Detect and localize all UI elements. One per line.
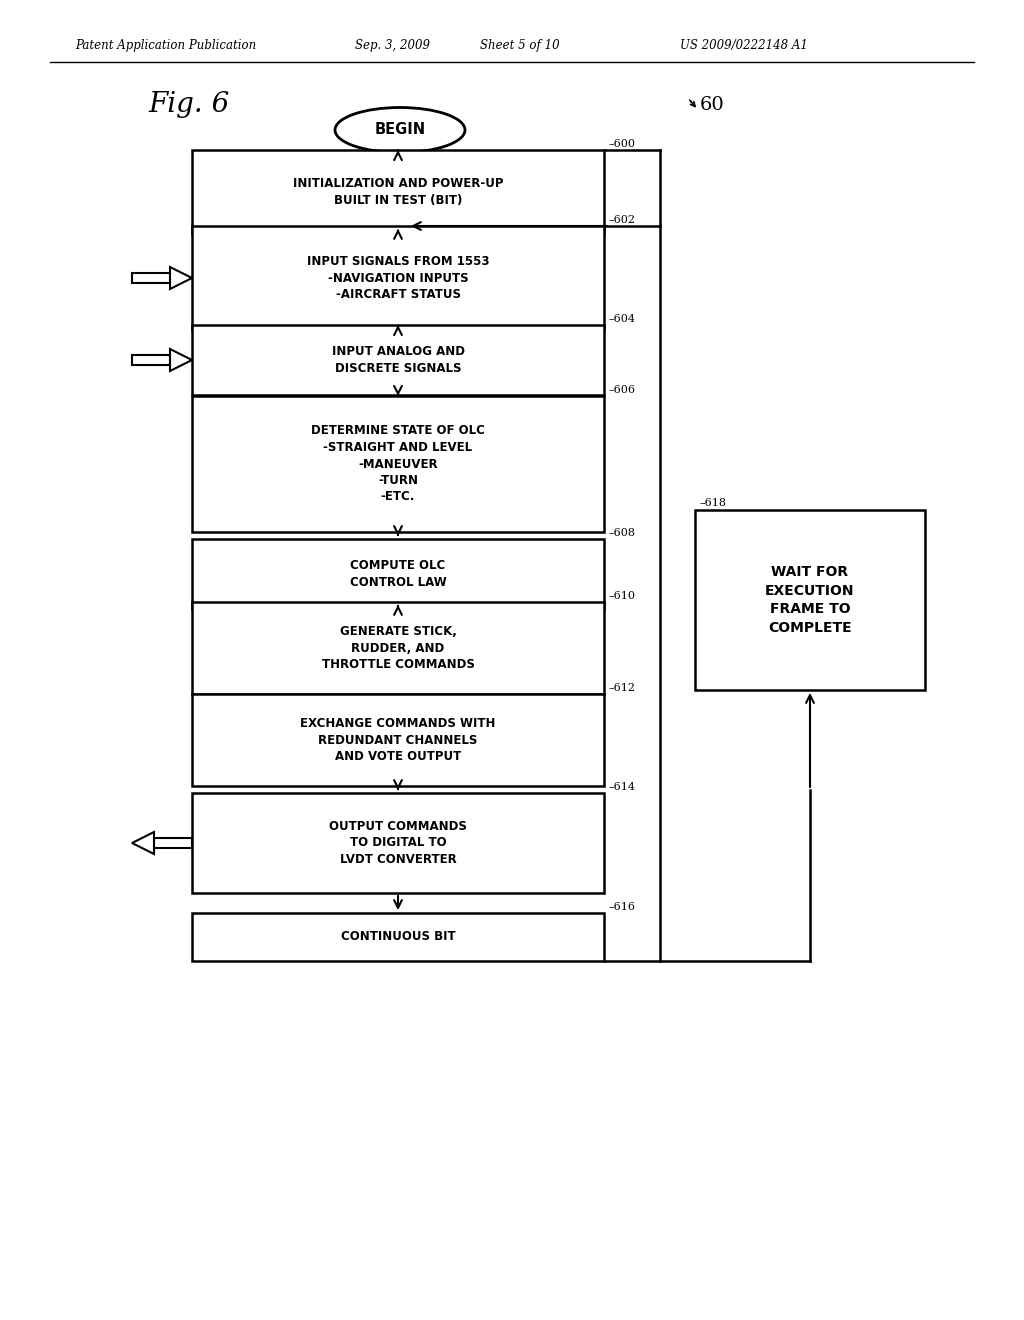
Bar — [695, 510, 925, 690]
Bar — [193, 602, 604, 694]
Text: –610: –610 — [609, 591, 636, 601]
Text: Sheet 5 of 10: Sheet 5 of 10 — [480, 38, 560, 51]
Text: Fig. 6: Fig. 6 — [148, 91, 229, 119]
Bar — [193, 325, 604, 395]
Bar — [193, 396, 604, 532]
Text: –604: –604 — [609, 314, 636, 323]
Text: –618: –618 — [700, 498, 727, 508]
Text: Sep. 3, 2009: Sep. 3, 2009 — [355, 38, 430, 51]
Polygon shape — [170, 348, 193, 371]
Polygon shape — [132, 832, 154, 854]
Text: DETERMINE STATE OF OLC
-STRAIGHT AND LEVEL
-MANEUVER
-TURN
-ETC.: DETERMINE STATE OF OLC -STRAIGHT AND LEV… — [311, 425, 485, 503]
Bar — [132, 355, 170, 366]
Text: BEGIN: BEGIN — [375, 123, 426, 137]
Text: –600: –600 — [609, 139, 636, 149]
Text: –608: –608 — [609, 528, 636, 539]
Text: 60: 60 — [700, 96, 725, 114]
Text: –606: –606 — [609, 385, 636, 395]
Text: INPUT SIGNALS FROM 1553
-NAVIGATION INPUTS
-AIRCRAFT STATUS: INPUT SIGNALS FROM 1553 -NAVIGATION INPU… — [307, 255, 489, 301]
Bar — [132, 273, 170, 282]
Bar — [193, 539, 604, 609]
Text: –612: –612 — [609, 682, 636, 693]
Text: –602: –602 — [609, 215, 636, 224]
Text: COMPUTE OLC
CONTROL LAW: COMPUTE OLC CONTROL LAW — [349, 560, 446, 589]
Text: Patent Application Publication: Patent Application Publication — [75, 38, 256, 51]
Text: US 2009/0222148 A1: US 2009/0222148 A1 — [680, 38, 808, 51]
Text: –616: –616 — [609, 902, 636, 912]
Bar — [193, 694, 604, 785]
Text: CONTINUOUS BIT: CONTINUOUS BIT — [341, 931, 456, 944]
Bar — [193, 226, 604, 330]
Text: GENERATE STICK,
RUDDER, AND
THROTTLE COMMANDS: GENERATE STICK, RUDDER, AND THROTTLE COM… — [322, 624, 474, 671]
Text: INITIALIZATION AND POWER-UP
BUILT IN TEST (BIT): INITIALIZATION AND POWER-UP BUILT IN TES… — [293, 177, 503, 207]
Bar — [154, 838, 193, 847]
Text: OUTPUT COMMANDS
TO DIGITAL TO
LVDT CONVERTER: OUTPUT COMMANDS TO DIGITAL TO LVDT CONVE… — [329, 820, 467, 866]
Polygon shape — [170, 267, 193, 289]
Bar — [193, 150, 604, 234]
Text: EXCHANGE COMMANDS WITH
REDUNDANT CHANNELS
AND VOTE OUTPUT: EXCHANGE COMMANDS WITH REDUNDANT CHANNEL… — [300, 717, 496, 763]
Bar — [193, 793, 604, 894]
Text: INPUT ANALOG AND
DISCRETE SIGNALS: INPUT ANALOG AND DISCRETE SIGNALS — [332, 346, 465, 375]
Bar — [193, 913, 604, 961]
Text: –614: –614 — [609, 781, 636, 792]
Text: WAIT FOR
EXECUTION
FRAME TO
COMPLETE: WAIT FOR EXECUTION FRAME TO COMPLETE — [765, 565, 855, 635]
